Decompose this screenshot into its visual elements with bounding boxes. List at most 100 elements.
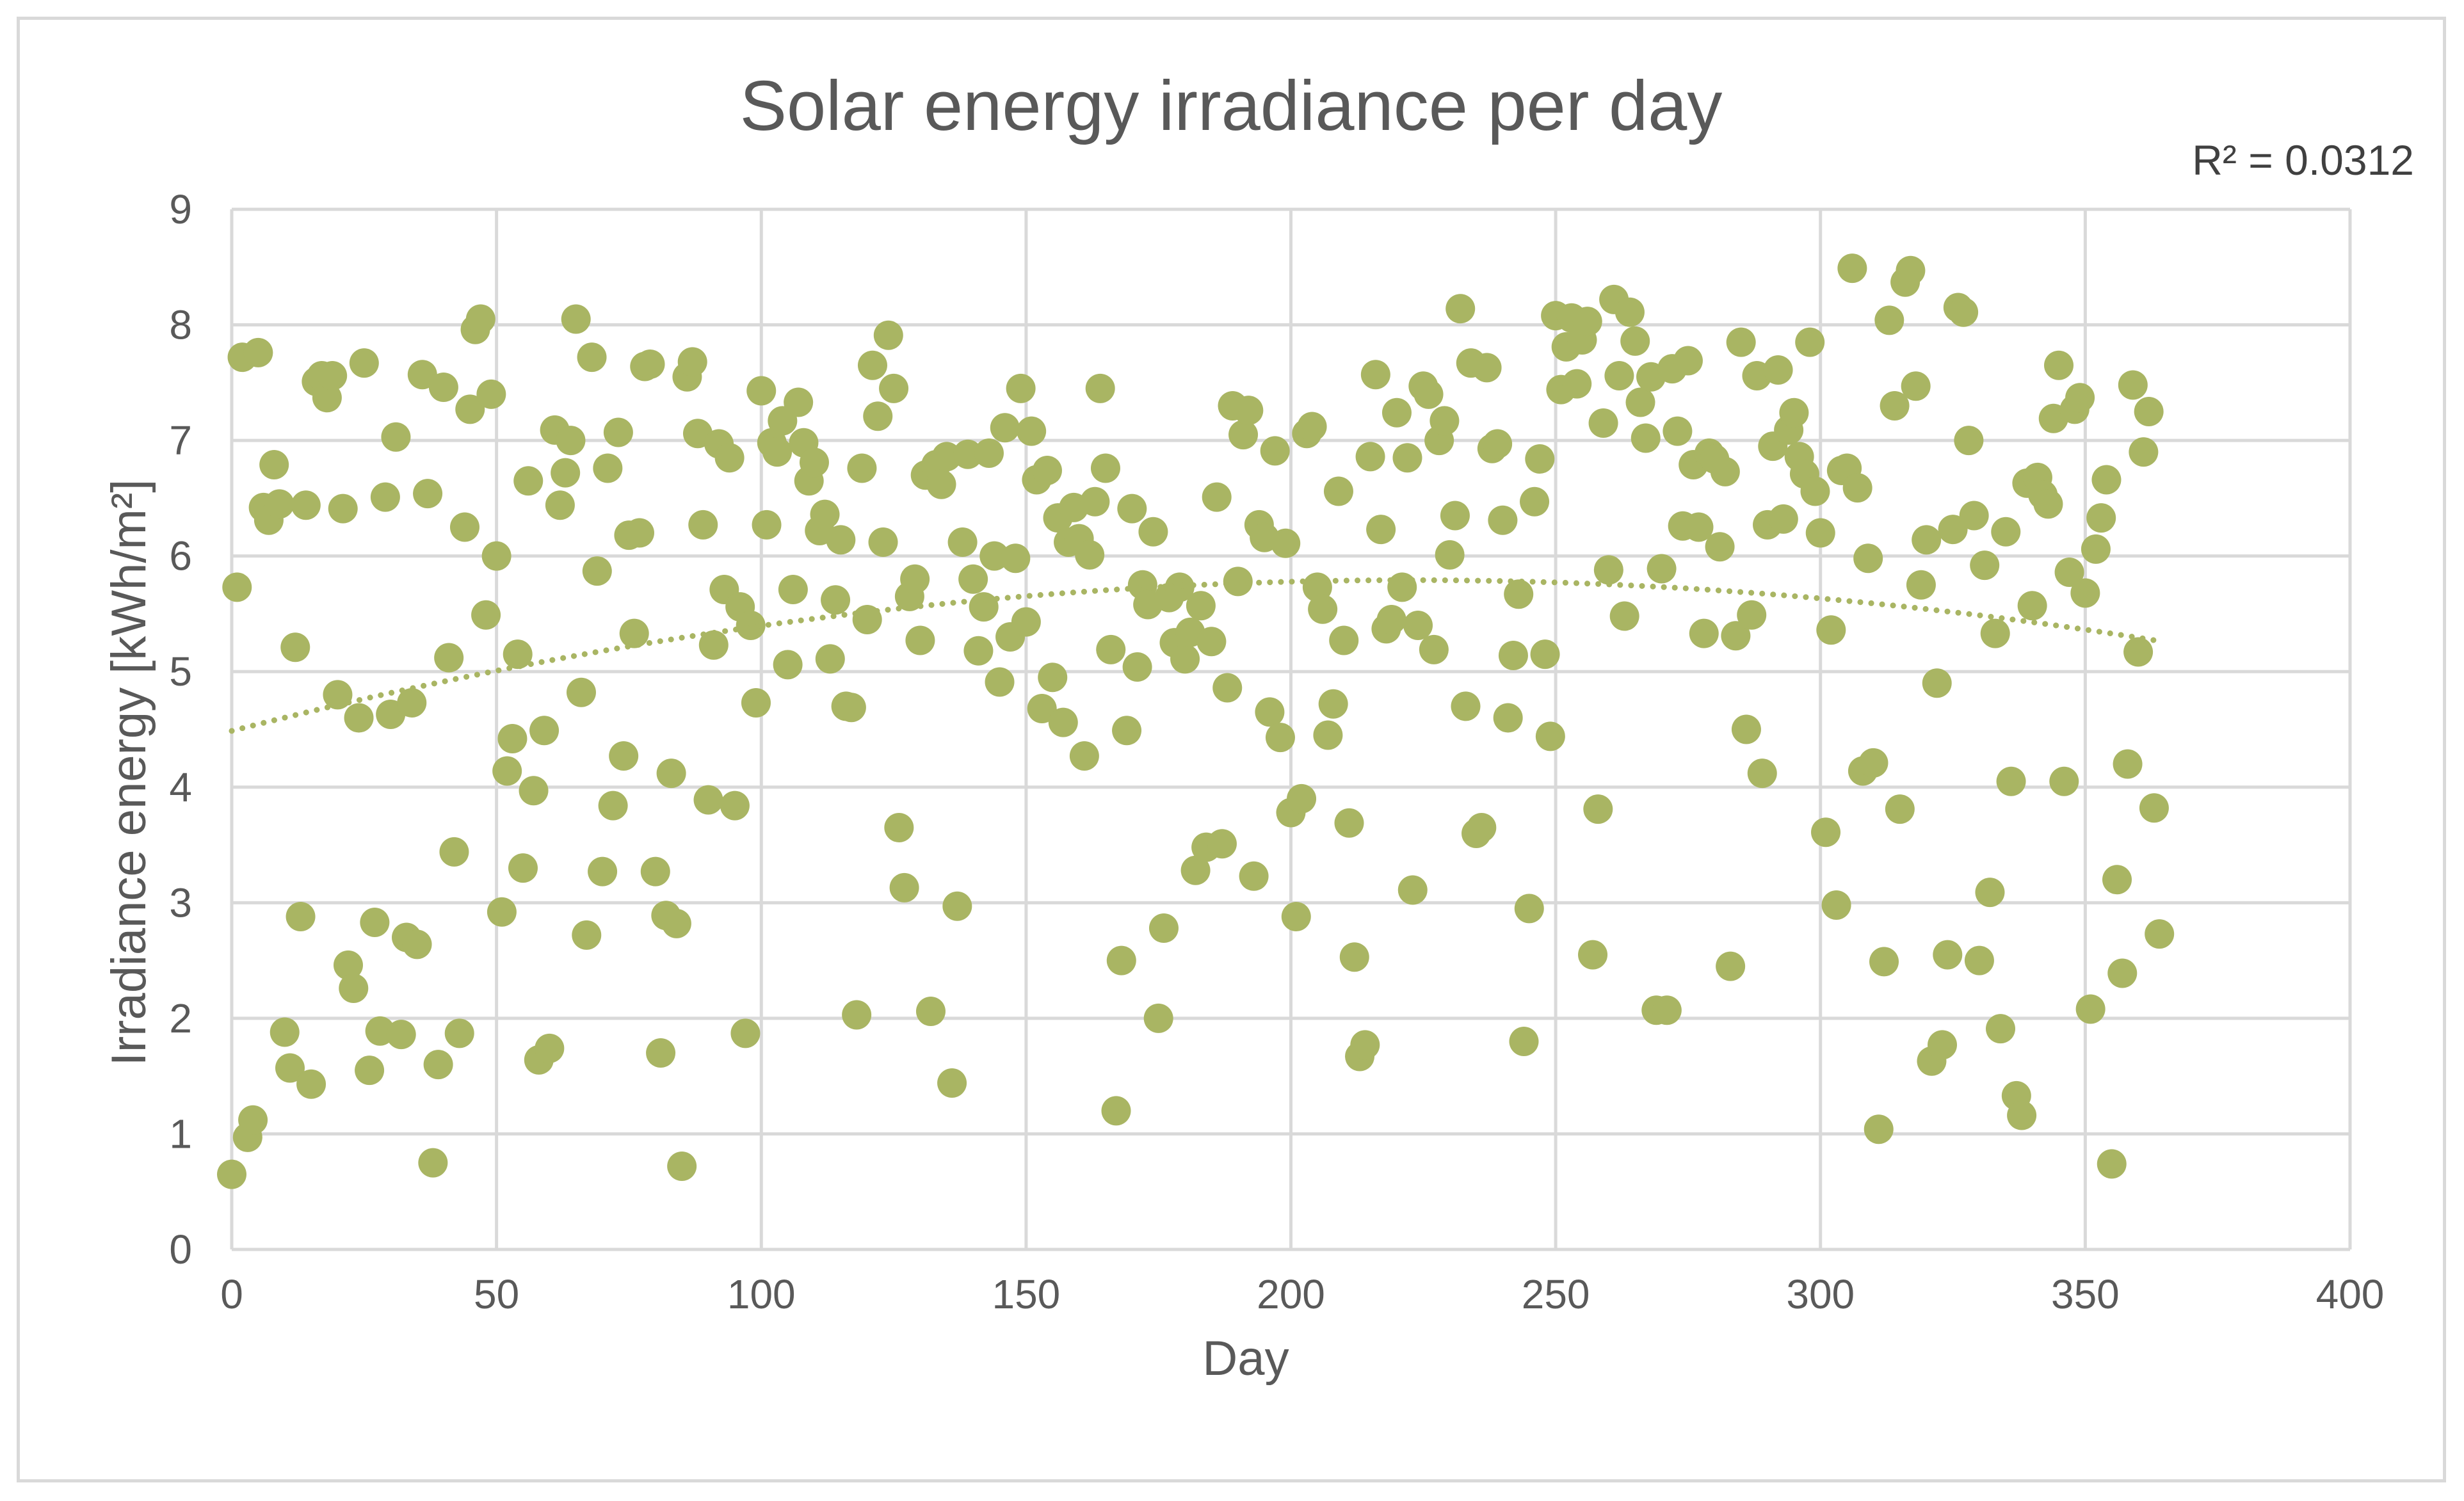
y-tick-label: 0 xyxy=(169,1226,192,1272)
data-point xyxy=(1731,714,1761,744)
data-point xyxy=(588,856,618,887)
data-point xyxy=(1255,697,1285,727)
data-point xyxy=(1689,618,1719,648)
data-point xyxy=(1928,1030,1958,1060)
data-point xyxy=(1180,855,1211,885)
data-point xyxy=(836,693,866,723)
data-point xyxy=(773,650,803,680)
data-point xyxy=(1737,600,1767,630)
data-point xyxy=(582,556,612,586)
data-point xyxy=(1381,397,1412,428)
data-point xyxy=(471,600,501,630)
data-point xyxy=(545,490,575,520)
data-point xyxy=(2049,766,2079,796)
data-point xyxy=(1684,512,1714,542)
data-point xyxy=(1001,543,1031,574)
data-point xyxy=(2065,383,2095,413)
data-point xyxy=(1032,456,1062,486)
data-point xyxy=(847,453,877,483)
data-point xyxy=(323,680,353,710)
data-point xyxy=(259,450,289,480)
data-point xyxy=(2007,1100,2037,1130)
data-point xyxy=(1112,716,1142,746)
data-point xyxy=(693,785,723,815)
data-point xyxy=(963,636,994,666)
y-tick-label: 1 xyxy=(169,1111,192,1157)
data-point xyxy=(1101,1096,1131,1126)
data-point xyxy=(1620,326,1650,356)
data-point xyxy=(1604,361,1634,390)
y-tick-label: 2 xyxy=(169,995,192,1041)
data-point xyxy=(1308,594,1338,624)
data-point xyxy=(535,1033,565,1063)
x-tick-label: 150 xyxy=(992,1271,1060,1317)
data-point xyxy=(344,703,374,733)
data-point xyxy=(1631,423,1661,453)
data-point xyxy=(1726,327,1756,357)
data-point xyxy=(1397,875,1428,905)
data-point xyxy=(937,1068,967,1098)
data-point xyxy=(275,1053,305,1083)
data-point xyxy=(238,1105,268,1135)
data-point xyxy=(1271,528,1301,558)
data-point xyxy=(868,527,898,557)
data-point xyxy=(566,677,596,707)
data-point xyxy=(1360,360,1390,390)
data-point xyxy=(698,630,729,660)
data-point xyxy=(529,716,560,746)
data-point xyxy=(1006,373,1036,403)
data-point xyxy=(2139,793,2169,823)
data-point xyxy=(355,1056,385,1086)
r-squared-label: R² = 0.0312 xyxy=(2192,136,2414,184)
data-point xyxy=(1445,294,1476,324)
scatter-chart: Solar energy irradiance per day R² = 0.0… xyxy=(102,67,2414,1386)
data-point xyxy=(360,908,390,938)
data-point xyxy=(1614,297,1645,327)
data-point xyxy=(476,379,506,409)
x-tick-label: 250 xyxy=(1522,1271,1590,1317)
x-tick-label: 50 xyxy=(474,1271,519,1317)
data-point xyxy=(1017,416,1047,446)
data-point xyxy=(270,1017,300,1047)
data-point xyxy=(1011,607,1041,637)
data-point xyxy=(2107,958,2138,988)
data-point xyxy=(720,791,750,821)
data-point xyxy=(2113,749,2143,779)
data-point xyxy=(677,347,707,377)
data-point xyxy=(1318,689,1348,719)
data-point xyxy=(1869,947,1899,977)
data-point xyxy=(439,837,469,867)
data-point xyxy=(465,304,495,334)
data-point xyxy=(481,541,511,571)
data-point xyxy=(333,950,363,980)
data-point xyxy=(1323,476,1353,506)
data-point xyxy=(985,667,1015,697)
data-point xyxy=(2070,578,2100,608)
data-point xyxy=(746,376,777,406)
data-point xyxy=(1196,627,1227,657)
data-point xyxy=(842,1000,872,1030)
data-point xyxy=(646,1038,676,1068)
data-point xyxy=(291,490,321,520)
data-point xyxy=(2086,503,2116,533)
data-point xyxy=(1403,611,1433,640)
data-point xyxy=(2075,994,2106,1024)
data-point xyxy=(1874,305,1904,335)
data-point xyxy=(508,853,538,883)
chart-frame: Solar energy irradiance per day R² = 0.0… xyxy=(17,17,2446,1482)
data-point xyxy=(1106,945,1136,975)
data-point xyxy=(1212,673,1243,703)
data-point xyxy=(1652,995,1682,1025)
data-point xyxy=(1805,518,1835,548)
data-point xyxy=(947,527,978,557)
data-point xyxy=(741,687,771,718)
data-point xyxy=(339,973,369,1003)
data-point xyxy=(418,1148,448,1178)
data-point xyxy=(1488,505,1518,535)
data-point xyxy=(826,525,856,555)
data-point xyxy=(1721,621,1751,651)
data-point xyxy=(264,489,294,519)
data-point xyxy=(1716,951,1746,981)
data-point xyxy=(1673,346,1703,376)
data-point xyxy=(1493,703,1523,733)
